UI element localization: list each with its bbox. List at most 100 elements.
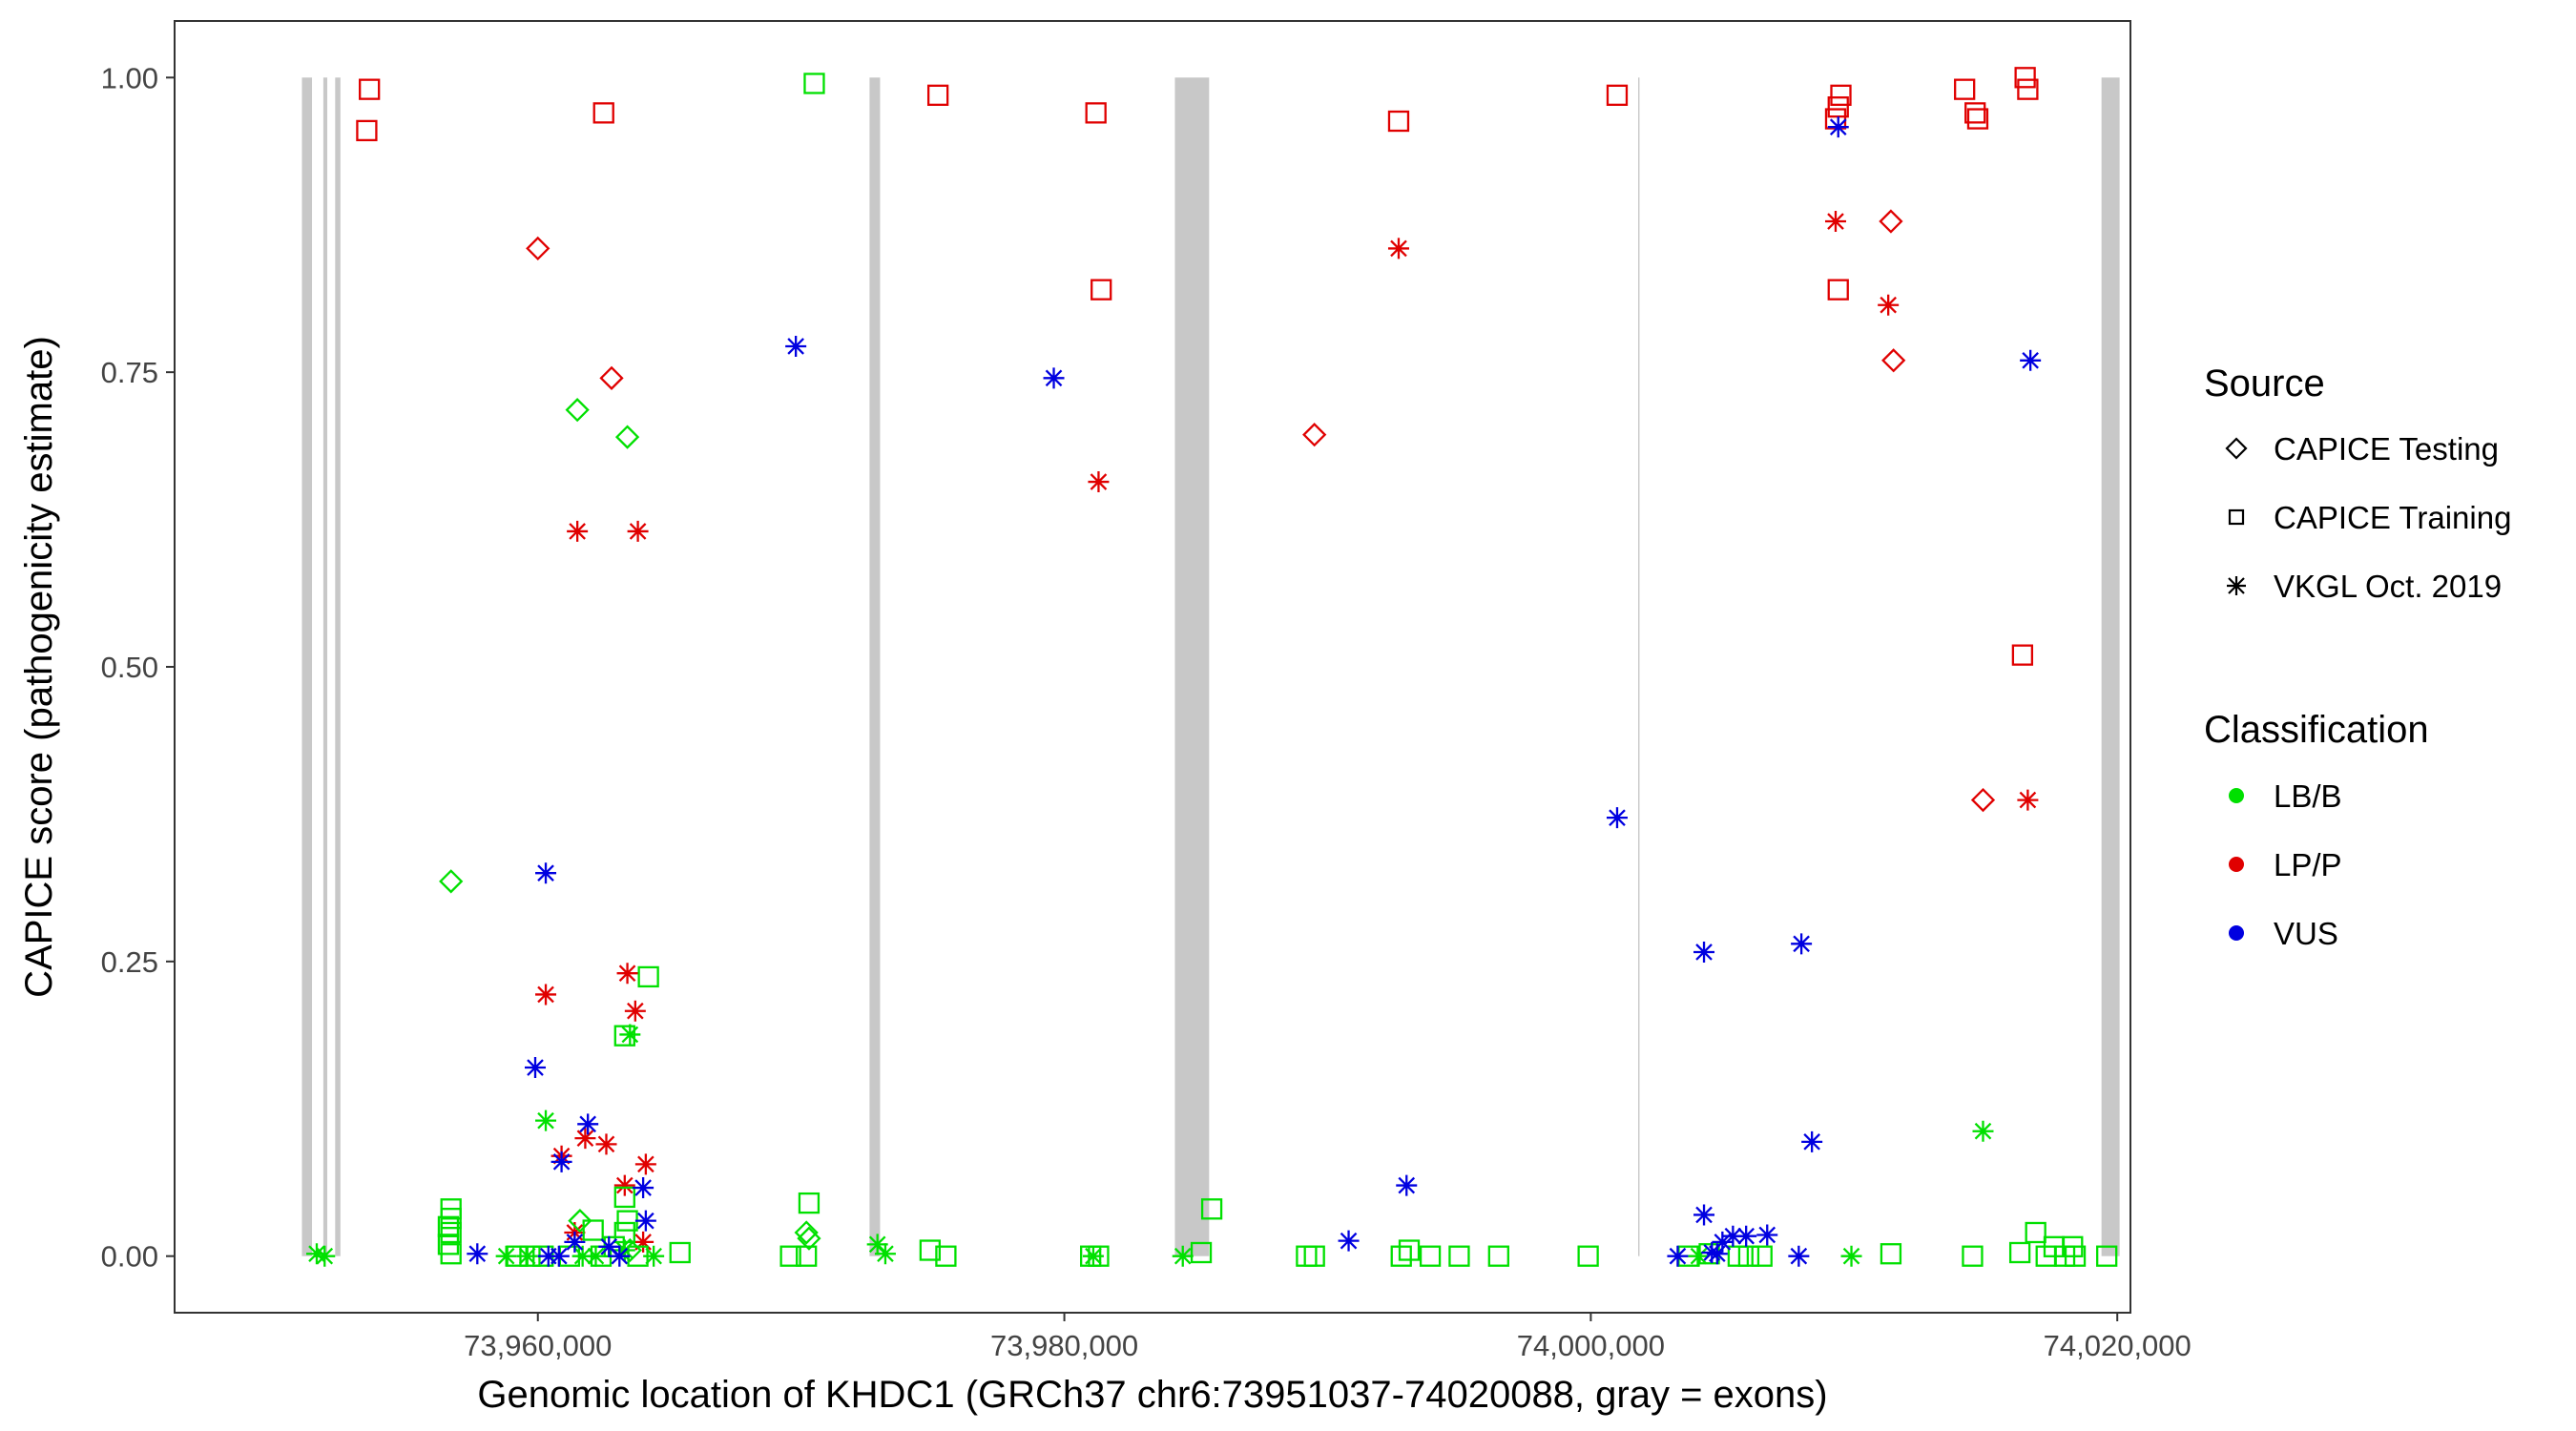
training-point-lbb	[1190, 1241, 1213, 1264]
training-point-lpp	[1827, 279, 1849, 301]
legend-vus-label: VUS	[2274, 916, 2338, 951]
vkgl-point-lbb	[314, 1245, 336, 1267]
vkgl-point-vus	[1801, 1130, 1823, 1152]
legend-capice-training-label: CAPICE Training	[2274, 500, 2511, 535]
legend-capice-testing-key	[2225, 437, 2248, 460]
vkgl-point-lpp	[633, 1231, 654, 1253]
vkgl-point-lbb	[619, 1024, 641, 1046]
training-point-lbb	[437, 1215, 460, 1237]
x-tick-label: 74,020,000	[2044, 1329, 2192, 1362]
training-point-lpp	[1827, 96, 1849, 118]
training-point-lbb	[803, 73, 825, 94]
training-point-lbb	[2096, 1245, 2118, 1267]
vkgl-point-vus	[598, 1235, 620, 1257]
testing-point-lbb	[439, 869, 464, 894]
legend-capice-training-key	[2228, 508, 2245, 526]
vkgl-point-vus	[1338, 1230, 1360, 1252]
training-point-lbb	[1398, 1239, 1421, 1261]
training-point-lbb	[1448, 1245, 1470, 1267]
vkgl-point-vus	[1791, 933, 1813, 955]
legend-vkgl-label: VKGL Oct. 2019	[2274, 569, 2502, 604]
vkgl-point-vus	[548, 1245, 570, 1267]
y-tick-label: 1.00	[101, 61, 158, 94]
vkgl-point-lpp	[1824, 211, 1846, 233]
testing-point-lpp	[1881, 348, 1906, 373]
training-point-lpp	[2011, 644, 2034, 666]
training-point-lpp	[1085, 102, 1107, 124]
training-point-lbb	[1880, 1243, 1902, 1265]
vkgl-point-vus	[1706, 1243, 1728, 1265]
exon-bar	[301, 77, 313, 1256]
training-point-lbb	[779, 1245, 801, 1267]
training-point-lbb	[796, 1245, 818, 1267]
vkgl-point-vus	[1396, 1174, 1418, 1196]
legend: Source CAPICE Testing CAPICE Training VK…	[2204, 363, 2511, 951]
vkgl-point-lpp	[627, 520, 649, 542]
testing-point-lbb	[565, 398, 590, 423]
x-tick-label: 73,960,000	[464, 1329, 612, 1362]
training-point-lpp	[1830, 84, 1852, 106]
vkgl-point-vus	[785, 335, 807, 357]
exon-bar	[2101, 77, 2120, 1256]
vkgl-point-lpp	[595, 1133, 617, 1155]
training-point-lbb	[1577, 1245, 1599, 1267]
vkgl-point-lbb	[516, 1245, 538, 1267]
vkgl-point-vus	[577, 1113, 599, 1135]
x-axis-title: Genomic location of KHDC1 (GRCh37 chr6:7…	[477, 1374, 1827, 1416]
training-point-lbb	[440, 1243, 462, 1265]
vkgl-point-vus	[1667, 1245, 1689, 1267]
vkgl-point-lbb	[305, 1243, 327, 1265]
training-point-lpp	[2017, 78, 2039, 100]
vkgl-point-lpp	[624, 1000, 646, 1022]
vkgl-point-lbb	[1840, 1245, 1862, 1267]
legend-lbb-key	[2229, 788, 2244, 803]
vkgl-point-vus	[1043, 367, 1065, 389]
exon-bar	[1638, 77, 1640, 1256]
vkgl-point-lpp	[2017, 789, 2039, 811]
testing-point-lpp	[1879, 209, 1903, 234]
vkgl-point-lpp	[1088, 471, 1110, 493]
training-point-lbb	[637, 965, 659, 988]
vkgl-point-vus	[1827, 116, 1849, 138]
testing-point-lpp	[1970, 787, 1996, 813]
legend-classification-title: Classification	[2204, 709, 2429, 751]
vkgl-point-lbb	[1082, 1245, 1104, 1267]
vkgl-point-vus	[634, 1210, 656, 1232]
x-tick-label: 74,000,000	[1517, 1329, 1665, 1362]
training-point-lbb	[1390, 1245, 1412, 1267]
training-point-lbb	[1419, 1245, 1442, 1267]
training-point-lbb	[1737, 1245, 1760, 1267]
vkgl-point-vus	[467, 1243, 488, 1265]
testing-point-lbb	[614, 425, 640, 449]
exon-bar	[322, 77, 328, 1256]
vkgl-point-vus	[609, 1245, 631, 1267]
training-point-lpp	[1606, 84, 1629, 106]
legend-vkgl-key	[2227, 576, 2246, 595]
vkgl-point-lbb	[571, 1245, 593, 1267]
vkgl-point-vus	[1606, 807, 1628, 829]
vkgl-point-vus	[524, 1057, 546, 1079]
training-point-lbb	[935, 1245, 957, 1267]
vkgl-point-vus	[1756, 1224, 1778, 1246]
vkgl-point-lpp	[613, 1174, 635, 1196]
vkgl-point-vus	[1712, 1231, 1734, 1253]
training-point-lbb	[582, 1219, 604, 1241]
training-point-lbb	[1303, 1245, 1325, 1267]
vkgl-point-lpp	[574, 1128, 596, 1150]
legend-lpp-key	[2229, 857, 2244, 872]
training-point-lpp	[356, 119, 378, 142]
vkgl-point-vus	[1722, 1225, 1744, 1247]
training-point-lpp	[1966, 108, 1989, 130]
vkgl-point-vus	[1735, 1225, 1757, 1247]
vkgl-point-lbb	[585, 1245, 607, 1267]
training-point-lpp	[359, 78, 381, 100]
vkgl-point-lbb	[874, 1243, 896, 1265]
vkgl-point-vus	[633, 1177, 654, 1199]
training-point-lpp	[592, 102, 614, 124]
training-point-lpp	[1964, 102, 1986, 124]
training-point-lbb	[440, 1208, 462, 1230]
testing-point-lbb	[568, 1209, 592, 1234]
x-tick-label: 73,980,000	[990, 1329, 1138, 1362]
exon-layer	[301, 77, 2120, 1256]
